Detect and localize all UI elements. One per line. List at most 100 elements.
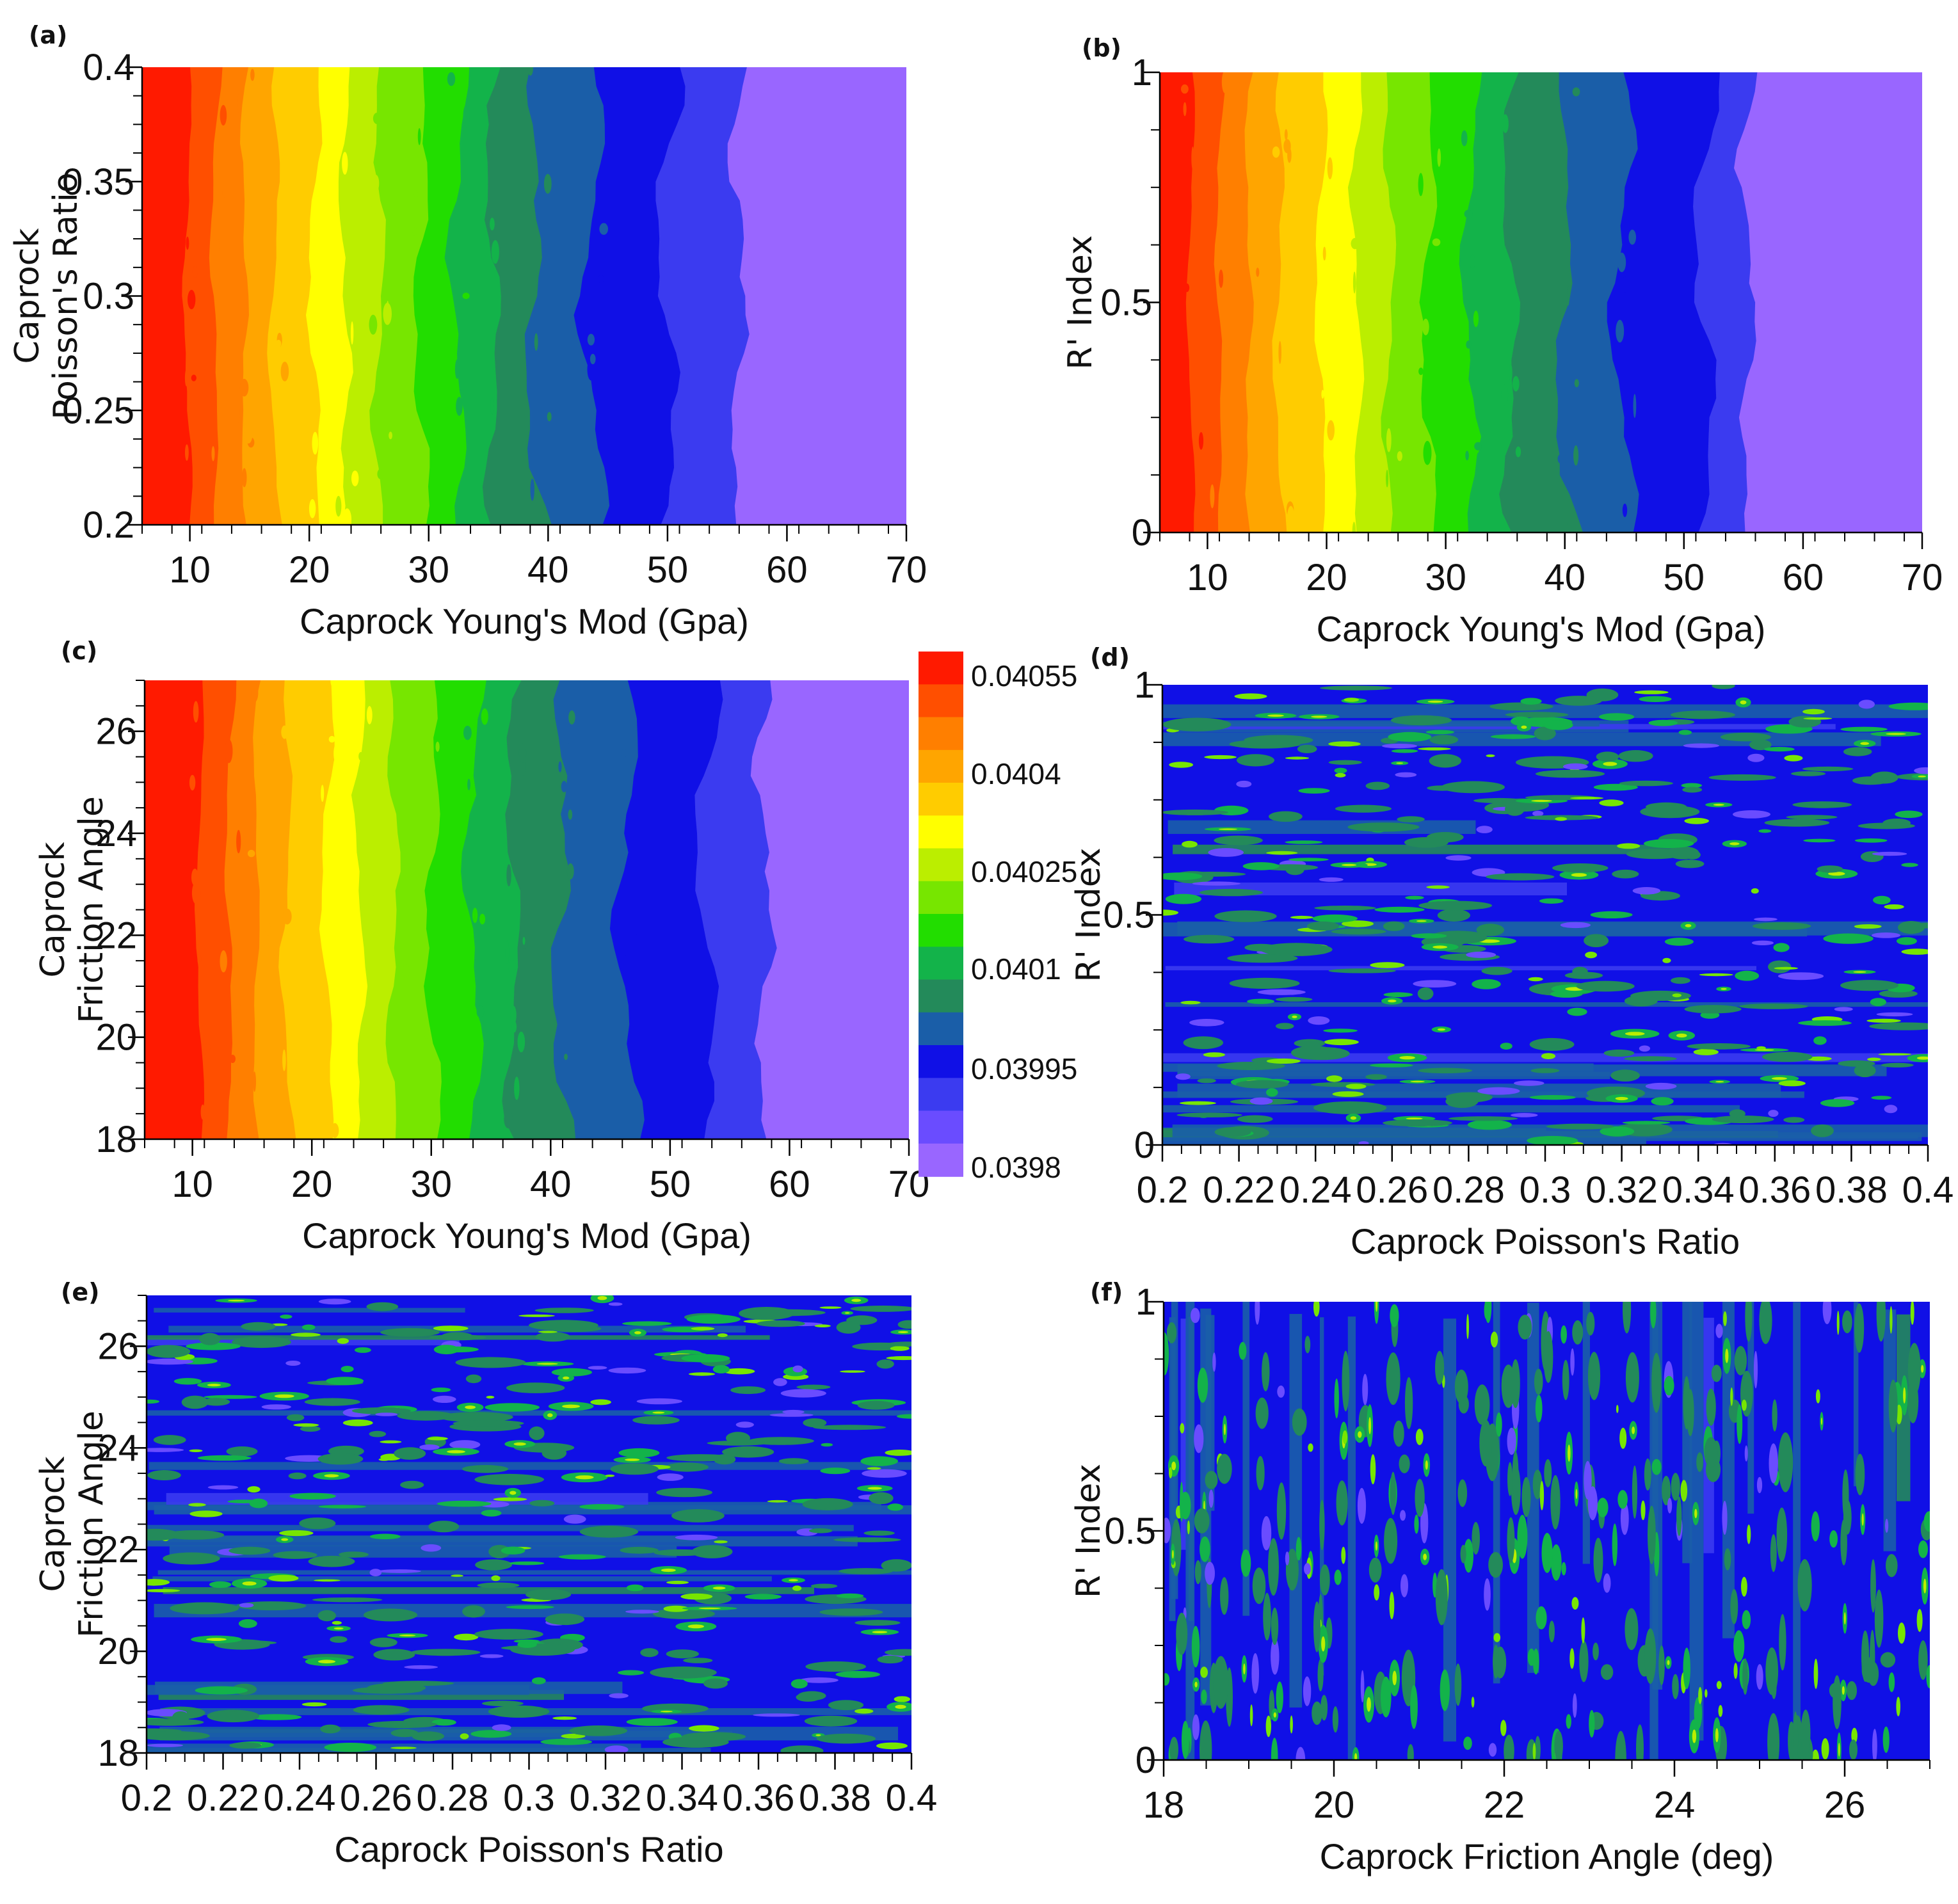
- contour-band: [147, 1748, 711, 1753]
- contour-blob: [855, 1708, 874, 1714]
- contour-blob: [1616, 1405, 1619, 1413]
- contour-blob: [792, 1585, 802, 1591]
- contour-blob: [1397, 816, 1425, 822]
- contour-blob: [1319, 877, 1344, 882]
- contour-blob: [301, 1324, 316, 1331]
- contour-blob: [1224, 1423, 1226, 1436]
- contour-blob: [1176, 1612, 1188, 1655]
- contour-blob: [860, 1456, 898, 1466]
- contour-blob: [1534, 726, 1556, 740]
- contour-blob: [1252, 1567, 1266, 1604]
- contour-blob: [1576, 980, 1635, 992]
- contour-band: [147, 1524, 854, 1532]
- contour-blob: [280, 362, 289, 381]
- contour-blob: [354, 1347, 371, 1353]
- contour-blob: [1619, 1427, 1627, 1449]
- contour-blob: [375, 1412, 398, 1416]
- contour-blob: [1713, 803, 1724, 806]
- contour-blob: [506, 1382, 565, 1393]
- contour-blob: [1370, 962, 1405, 968]
- contour-blob: [1527, 1648, 1536, 1666]
- contour-blob: [1513, 376, 1520, 392]
- contour-blob: [618, 1670, 645, 1676]
- contour-blob: [410, 1649, 481, 1656]
- contour-blob: [1532, 810, 1544, 817]
- contour-blob: [547, 1413, 553, 1418]
- contour-blob: [780, 1389, 826, 1398]
- contour-blob: [1290, 915, 1313, 919]
- y-tick-label: 18: [97, 1732, 139, 1774]
- contour-blob: [1488, 1743, 1497, 1757]
- contour-blob: [1454, 1370, 1468, 1404]
- contour-blob: [1194, 1424, 1204, 1453]
- contour-blob: [660, 1711, 673, 1713]
- contour-blob: [561, 1733, 586, 1739]
- contour-band: [159, 1727, 898, 1741]
- contour-blob: [1550, 1475, 1561, 1530]
- contour-blob: [1200, 1720, 1212, 1760]
- contour-blob: [222, 188, 226, 198]
- contour-blob: [1283, 214, 1287, 234]
- contour-blob: [1328, 968, 1396, 973]
- contour-blob: [1842, 1310, 1852, 1334]
- contour-blob: [1192, 1714, 1200, 1740]
- x-tick-label: 0.24: [264, 1777, 336, 1819]
- contour-blob: [437, 1500, 492, 1507]
- contour-blob: [1745, 1302, 1753, 1342]
- contour-blob: [204, 1395, 257, 1399]
- contour-blob: [1396, 762, 1404, 764]
- x-tick-label: 0.22: [1203, 1169, 1275, 1211]
- contour-blob: [1532, 1469, 1543, 1500]
- contour-blob: [1237, 754, 1274, 767]
- contour-blob: [1208, 1489, 1214, 1508]
- contour-band: [1582, 1302, 1590, 1564]
- contour-blob: [1600, 1126, 1635, 1137]
- contour-blob: [654, 1549, 707, 1556]
- contour-blob: [249, 470, 253, 485]
- x-tick-label: 0.34: [646, 1777, 718, 1819]
- contour-blob: [1399, 1454, 1410, 1473]
- contour-blob: [802, 1498, 853, 1510]
- colorbar-swatch: [919, 717, 963, 751]
- contour-blob: [1612, 869, 1639, 879]
- contour-blob: [767, 1500, 789, 1503]
- contour-blob: [730, 1386, 766, 1395]
- contour-blob: [147, 1470, 181, 1480]
- contour-blob: [1644, 838, 1694, 849]
- contour-blob: [1740, 1370, 1753, 1417]
- contour-blob: [1636, 1724, 1644, 1760]
- contour-blob: [1298, 788, 1330, 794]
- contour-blob: [1615, 1096, 1628, 1101]
- x-tick-label: 50: [1664, 557, 1705, 598]
- contour-blob: [1221, 72, 1228, 93]
- contour-blob: [1640, 805, 1700, 819]
- panel-e: 0.2 0.22 0.24 0.26 0.28 0.3 0.32 0.34 0.36 0.38 0.…: [34, 1278, 937, 1869]
- contour-blob: [1490, 1331, 1498, 1348]
- contour-blob: [1854, 838, 1888, 843]
- contour-blob: [575, 1475, 594, 1480]
- contour-blob: [1512, 1451, 1519, 1498]
- y-tick-label: 20: [97, 1631, 139, 1672]
- contour-blob: [1898, 1622, 1906, 1644]
- contour-blob: [1534, 1368, 1543, 1395]
- contour-blob: [1400, 1574, 1408, 1597]
- colorbar-swatch: [919, 652, 963, 685]
- contour-blob: [1853, 971, 1866, 973]
- colorbar-tick-label: 0.0404: [971, 757, 1061, 790]
- contour-blob: [1811, 1124, 1834, 1137]
- contour-blob: [897, 1320, 911, 1329]
- contour-blob: [1374, 906, 1425, 913]
- contour-blob: [609, 1693, 629, 1699]
- contour-blob: [1358, 1141, 1369, 1145]
- contour-blob: [1249, 1097, 1273, 1105]
- contour-blob: [1472, 1522, 1480, 1555]
- contour-blob: [1678, 730, 1692, 735]
- x-tick-label: 0.3: [1520, 1169, 1571, 1211]
- contour-blob: [331, 1123, 339, 1139]
- contour-blob: [815, 1734, 821, 1736]
- contour-blob: [1632, 1465, 1637, 1519]
- contour-plot: [145, 680, 909, 1139]
- contour-blob: [1351, 237, 1360, 250]
- contour-blob: [1888, 1672, 1895, 1692]
- contour-blob: [1437, 148, 1441, 167]
